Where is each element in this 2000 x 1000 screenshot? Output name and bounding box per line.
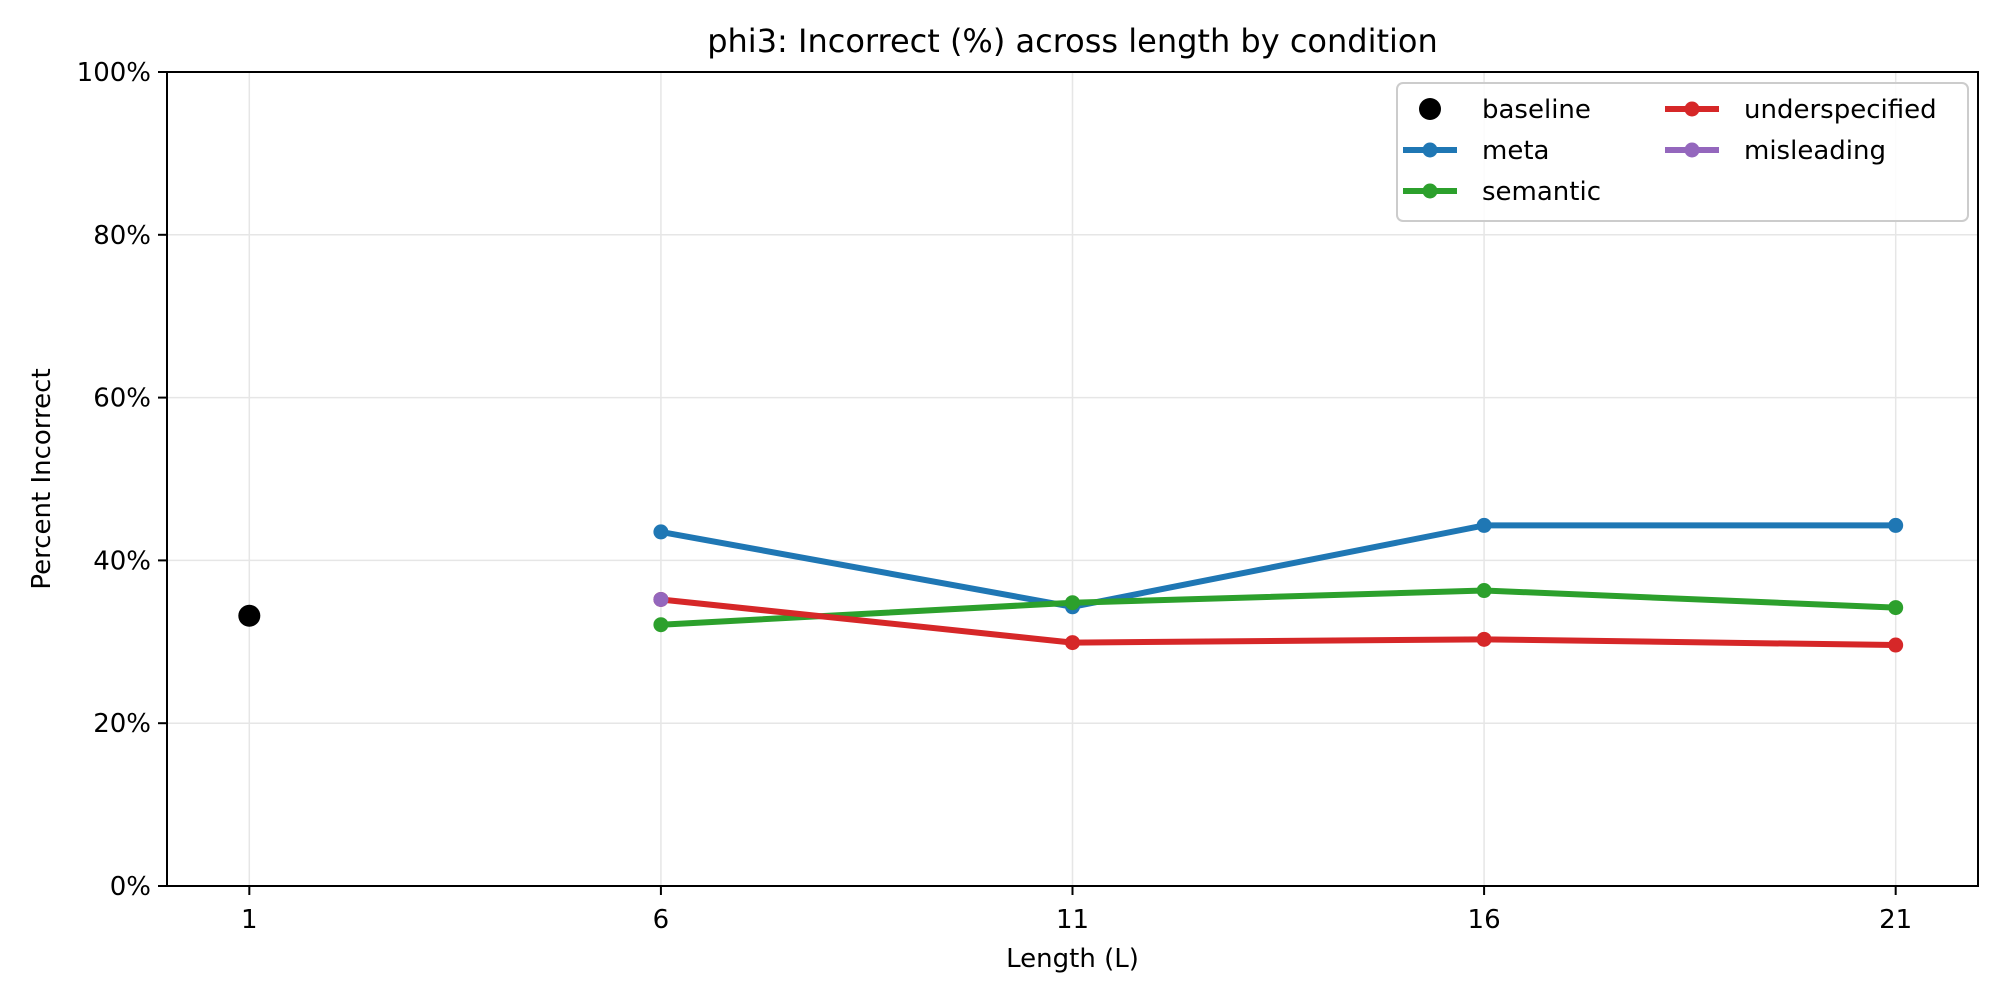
legend-entry-meta: meta xyxy=(1403,136,1549,166)
series-line-semantic xyxy=(657,587,1899,628)
point-underspecified-3 xyxy=(1888,637,1904,653)
y-tick-label-1: 20% xyxy=(93,709,151,739)
legend-swatch-marker-semantic xyxy=(1422,183,1438,199)
y-tick-label-5: 100% xyxy=(77,58,151,88)
point-meta-3 xyxy=(1888,517,1904,533)
point-underspecified-1 xyxy=(1065,635,1080,651)
series-semantic xyxy=(653,583,1904,633)
legend-entry-underspecified: underspecified xyxy=(1665,95,1937,125)
x-axis-ticks: 1 6 11 16 21 xyxy=(241,886,1912,935)
point-semantic-2 xyxy=(1476,583,1492,599)
chart-title: phi3: Incorrect (%) across length by con… xyxy=(707,22,1438,60)
legend-label-meta: meta xyxy=(1482,136,1549,166)
point-semantic-3 xyxy=(1888,600,1904,616)
y-tick-label-3: 60% xyxy=(93,384,151,414)
x-tick-label-2: 11 xyxy=(1056,905,1089,935)
legend-entry-semantic: semantic xyxy=(1403,177,1601,207)
series-line-meta xyxy=(657,522,1899,610)
point-semantic-0 xyxy=(653,617,669,633)
y-tick-label-0: 0% xyxy=(110,872,151,902)
legend: baseline meta semantic underspecified mislea… xyxy=(1396,82,1969,222)
y-axis-label: Percent Incorrect xyxy=(27,368,57,589)
legend-swatch-marker-misleading xyxy=(1684,142,1700,158)
series-baseline xyxy=(238,604,261,627)
legend-label-underspecified: underspecified xyxy=(1744,95,1937,125)
x-tick-label-3: 16 xyxy=(1468,905,1501,935)
legend-label-baseline: baseline xyxy=(1482,95,1591,125)
legend-entry-baseline: baseline xyxy=(1419,95,1591,125)
x-axis-label: Length (L) xyxy=(1006,944,1139,974)
y-tick-label-4: 80% xyxy=(93,221,151,251)
legend-swatch-marker-baseline xyxy=(1419,98,1441,120)
point-misleading-0 xyxy=(653,591,669,607)
y-axis-ticks: 0% 20% 40% 60% 80% 100% xyxy=(77,58,167,902)
point-underspecified-2 xyxy=(1476,631,1492,647)
y-tick-label-2: 40% xyxy=(93,546,151,576)
x-tick-label-1: 6 xyxy=(653,905,670,935)
x-tick-label-0: 1 xyxy=(241,905,258,935)
point-meta-0 xyxy=(653,524,669,540)
x-tick-label-4: 21 xyxy=(1879,905,1912,935)
point-baseline-0 xyxy=(238,604,261,627)
series-misleading xyxy=(653,591,669,607)
legend-entry-misleading: misleading xyxy=(1665,136,1886,166)
series-line-underspecified xyxy=(657,596,1899,649)
legend-label-semantic: semantic xyxy=(1482,177,1601,207)
legend-label-misleading: misleading xyxy=(1744,136,1886,166)
plot-series xyxy=(238,517,1904,653)
point-meta-2 xyxy=(1476,517,1492,533)
point-semantic-1 xyxy=(1065,595,1080,611)
legend-swatch-marker-meta xyxy=(1422,142,1438,158)
legend-swatch-marker-underspecified xyxy=(1684,101,1700,117)
